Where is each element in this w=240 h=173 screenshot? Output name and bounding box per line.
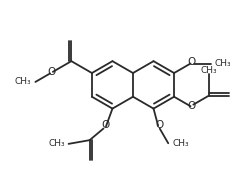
Text: O: O — [155, 120, 163, 130]
Text: CH₃: CH₃ — [201, 66, 217, 75]
Text: O: O — [187, 101, 196, 111]
Text: CH₃: CH₃ — [49, 139, 65, 148]
Text: CH₃: CH₃ — [215, 59, 232, 68]
Text: CH₃: CH₃ — [173, 139, 189, 148]
Text: CH₃: CH₃ — [14, 77, 31, 86]
Text: O: O — [48, 67, 56, 77]
Text: O: O — [102, 120, 110, 130]
Text: O: O — [187, 57, 196, 67]
